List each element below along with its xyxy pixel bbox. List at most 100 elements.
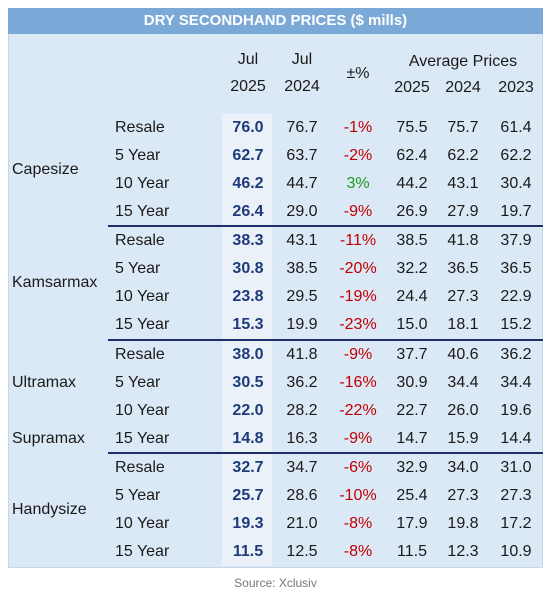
header: Jul: [237, 51, 259, 68]
source: Source: Xclusiv: [234, 576, 317, 590]
cell: 10.9: [500, 542, 532, 560]
cell: 27.3: [447, 288, 479, 306]
row-label: Resale: [115, 345, 165, 363]
cell: 36.2: [286, 373, 318, 391]
row-label: Resale: [115, 119, 165, 136]
cell: -10%: [339, 486, 377, 504]
cell: 76.7: [286, 119, 318, 136]
cell: 15.3: [232, 316, 264, 334]
cell: 21.0: [286, 514, 318, 532]
row-label: 10 Year: [115, 514, 170, 532]
cell: 34.4: [500, 373, 532, 391]
cell: 62.2: [447, 147, 479, 164]
header: ±%: [346, 65, 370, 82]
cell: 62.7: [232, 147, 264, 164]
cell: 22.7: [396, 401, 428, 419]
cell: -22%: [339, 401, 377, 419]
cell: 36.5: [447, 260, 479, 278]
cell: 63.7: [286, 147, 318, 164]
cell: 29.5: [286, 288, 318, 306]
cell: 37.9: [500, 232, 532, 250]
group-name: Kamsarmax: [12, 274, 98, 292]
group-name: Ultramax: [12, 373, 77, 391]
header: 2024: [284, 78, 320, 95]
cell: 29.0: [286, 203, 318, 220]
cell: 38.5: [286, 260, 318, 278]
group-separator: [108, 225, 543, 228]
cell: 62.4: [396, 147, 428, 164]
cell: -9%: [343, 203, 373, 220]
cell: 15.2: [500, 316, 532, 334]
cell: 38.0: [232, 345, 264, 363]
cell: 26.9: [396, 203, 428, 220]
cell: 76.0: [232, 119, 264, 136]
row-label: 5 Year: [115, 373, 161, 391]
cell: 3%: [346, 175, 370, 192]
header: Jul: [291, 51, 313, 68]
cell: 27.3: [447, 486, 479, 504]
cell: 14.8: [232, 429, 264, 447]
group-name: Supramax: [12, 429, 85, 447]
row-label: Resale: [115, 232, 165, 250]
cell: 19.7: [500, 203, 532, 220]
cell: 41.8: [286, 345, 318, 363]
cell: 30.5: [232, 373, 264, 391]
cell: 14.7: [396, 429, 428, 447]
header: 2025: [394, 79, 430, 96]
group-separator: [108, 338, 543, 341]
cell: 32.2: [396, 260, 428, 278]
row-label: 15 Year: [115, 429, 170, 447]
cell: -16%: [339, 373, 377, 391]
cell: 43.1: [286, 232, 318, 250]
cell: 44.2: [396, 175, 428, 192]
cell: 37.7: [396, 345, 428, 363]
cell: 11.5: [397, 542, 427, 560]
table-panel: [8, 8, 543, 568]
cell: -1%: [343, 119, 373, 136]
row-label: 5 Year: [115, 147, 161, 164]
cell: 24.4: [396, 288, 428, 306]
cell: 28.6: [286, 486, 318, 504]
cell: 28.2: [286, 401, 318, 419]
cell: 75.7: [447, 119, 479, 136]
cell: 18.1: [447, 316, 479, 334]
cell: -9%: [343, 429, 373, 447]
cell: -19%: [339, 288, 377, 306]
cell: 32.9: [396, 458, 428, 476]
row-label: 5 Year: [115, 486, 161, 504]
cell: -9%: [343, 345, 373, 363]
cell: 36.2: [500, 345, 532, 363]
header: 2023: [498, 79, 534, 96]
cell: 19.6: [500, 401, 532, 419]
row-label: 15 Year: [115, 203, 170, 220]
cell: -23%: [339, 316, 377, 334]
cell: 41.8: [447, 232, 479, 250]
cell: -2%: [343, 147, 373, 164]
header: 2024: [445, 79, 481, 96]
group-name: Handysize: [12, 500, 87, 518]
row-label: 15 Year: [115, 316, 170, 334]
cell: 25.7: [232, 486, 264, 504]
cell: 25.4: [396, 486, 428, 504]
cell: 22.9: [500, 288, 532, 306]
group-name: Capesize: [12, 161, 79, 178]
cell: 19.9: [286, 316, 318, 334]
cell: 15.9: [447, 429, 479, 447]
cell: 27.3: [500, 486, 532, 504]
cell: 34.0: [447, 458, 479, 476]
cell: 19.8: [447, 514, 479, 532]
cell: -20%: [339, 260, 377, 278]
cell: 30.9: [396, 373, 428, 391]
cell: 34.7: [286, 458, 318, 476]
cell: 43.1: [447, 175, 479, 192]
cell: 11.5: [232, 542, 264, 560]
cell: 26.0: [447, 401, 479, 419]
cell: -8%: [343, 542, 373, 560]
cell: 15.0: [396, 316, 428, 334]
row-label: 10 Year: [115, 288, 170, 306]
cell: 46.2: [232, 175, 264, 192]
cell: 34.4: [447, 373, 479, 391]
row-label: 10 Year: [115, 175, 170, 192]
cell: 62.2: [500, 147, 532, 164]
